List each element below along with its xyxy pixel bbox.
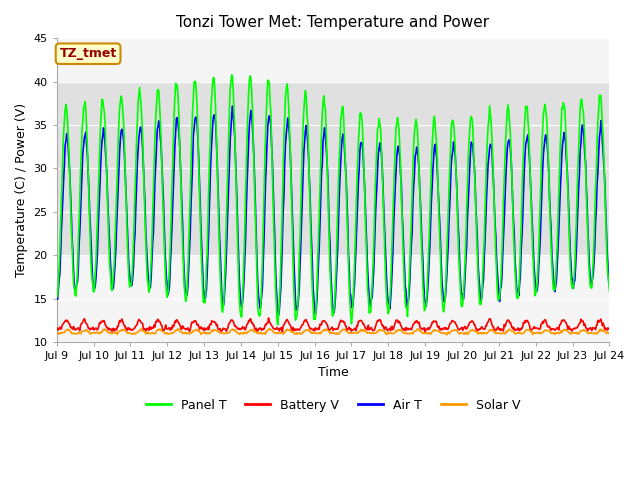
Solar V: [443, 332, 451, 338]
Battery V: [605, 325, 613, 331]
Y-axis label: Temperature (C) / Power (V): Temperature (C) / Power (V): [15, 103, 28, 277]
Air T: [275, 312, 282, 318]
Air T: [435, 186, 442, 192]
Panel T: [435, 187, 442, 193]
Line: Air T: Air T: [57, 106, 609, 315]
Air T: [198, 246, 205, 252]
Air T: [605, 283, 613, 288]
Panel T: [380, 216, 388, 222]
Panel T: [228, 72, 236, 78]
Line: Panel T: Panel T: [57, 75, 609, 325]
Panel T: [174, 92, 182, 97]
X-axis label: Time: Time: [317, 367, 348, 380]
Battery V: [325, 327, 333, 333]
Panel T: [556, 144, 564, 149]
Battery V: [421, 329, 429, 335]
Air T: [174, 120, 182, 126]
Solar V: [556, 330, 564, 336]
Bar: [57, 82, 609, 255]
Air T: [326, 240, 334, 246]
Air T: [556, 188, 564, 194]
Battery V: [556, 322, 564, 327]
Solar V: [198, 330, 206, 336]
Solar V: [175, 326, 182, 332]
Solar V: [605, 330, 613, 336]
Air T: [380, 204, 388, 210]
Text: TZ_tmet: TZ_tmet: [60, 47, 116, 60]
Battery V: [265, 315, 273, 321]
Battery V: [379, 323, 387, 328]
Battery V: [174, 319, 182, 324]
Legend: Panel T, Battery V, Air T, Solar V: Panel T, Battery V, Air T, Solar V: [141, 394, 525, 417]
Air T: [228, 103, 236, 109]
Panel T: [198, 265, 205, 271]
Solar V: [174, 326, 182, 332]
Solar V: [325, 329, 333, 335]
Battery V: [53, 325, 61, 331]
Solar V: [53, 330, 61, 336]
Battery V: [435, 324, 442, 330]
Battery V: [198, 326, 205, 332]
Solar V: [433, 328, 441, 334]
Air T: [53, 290, 61, 296]
Line: Solar V: Solar V: [57, 329, 609, 335]
Solar V: [379, 327, 387, 333]
Panel T: [274, 322, 282, 328]
Panel T: [53, 291, 61, 297]
Panel T: [605, 288, 613, 294]
Title: Tonzi Tower Met: Temperature and Power: Tonzi Tower Met: Temperature and Power: [177, 15, 490, 30]
Panel T: [326, 267, 334, 273]
Line: Battery V: Battery V: [57, 318, 609, 332]
